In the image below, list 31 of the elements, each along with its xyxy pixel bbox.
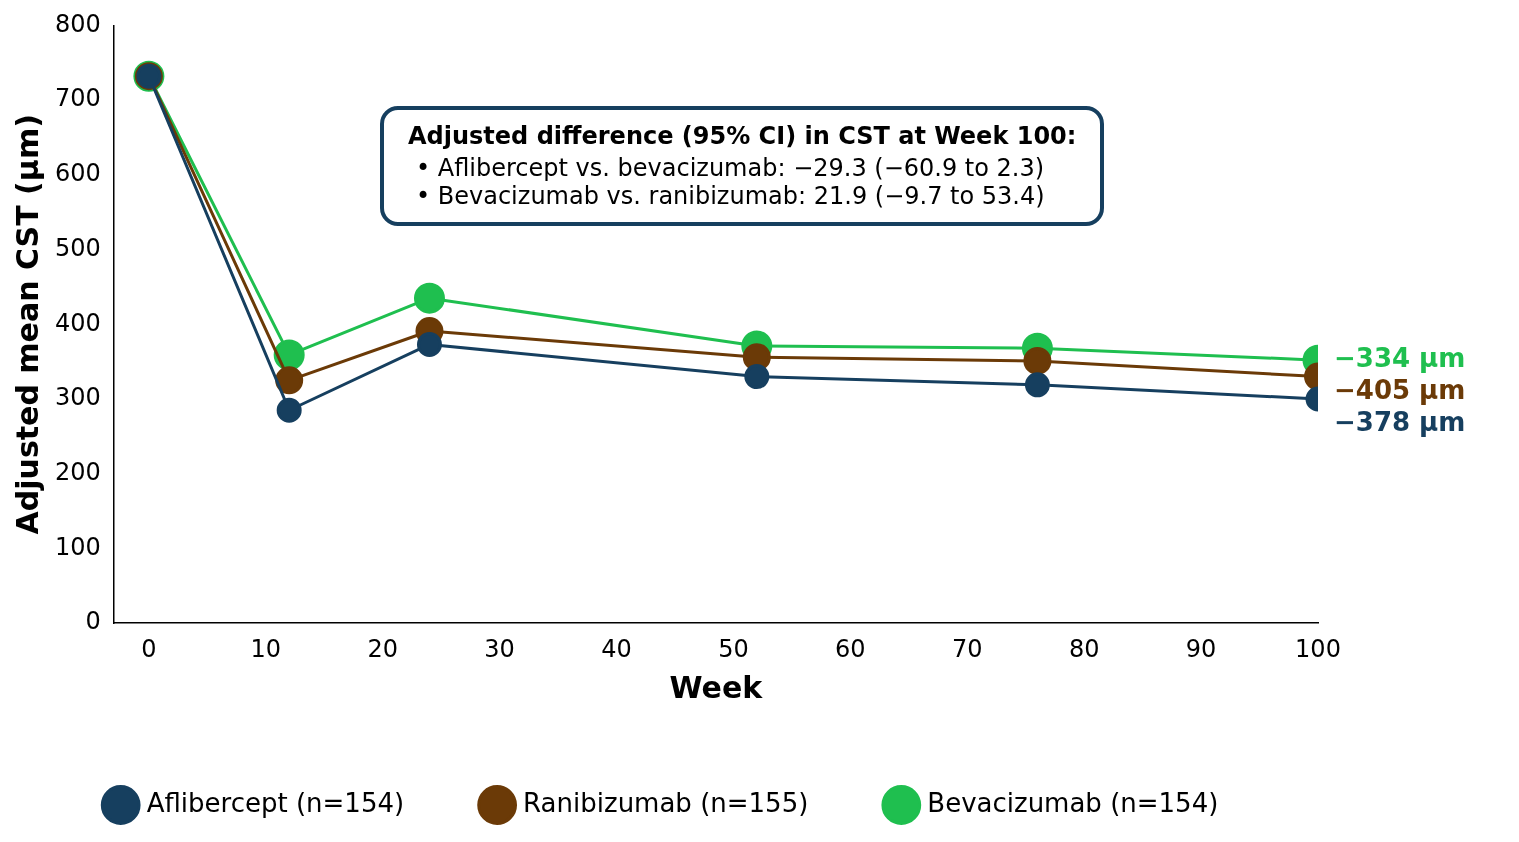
y-tick-label: 300 [55, 383, 101, 412]
y-tick-label: 400 [55, 308, 101, 337]
legend-label: Bevacizumab (n=154) [927, 787, 1219, 818]
text: −334 µm [1334, 342, 1466, 373]
x-tick-label: 0 [141, 634, 157, 663]
y-tick-label: 100 [55, 532, 101, 561]
x-tick-label: 60 [835, 634, 866, 663]
y-tick-label: 500 [55, 233, 101, 262]
x-tick-label: 50 [718, 634, 749, 663]
legend-label: Aflibercept (n=154) [146, 787, 405, 818]
annotation: • Bevacizumab vs. ranibizumab: 21.9 (−9.7 to 53.4) [415, 182, 1046, 210]
x-tick-label: 70 [951, 634, 983, 663]
y-tick-label: 200 [55, 457, 101, 486]
x-tick-label: 20 [367, 634, 398, 663]
x-axis-title: Week [669, 669, 764, 705]
x-tick-label: 100 [1295, 634, 1341, 663]
x-tick-label: 30 [484, 634, 515, 663]
y-tick-label: 700 [55, 84, 101, 113]
annotation: • Aflibercept vs. bevacizumab: −29.3 (−60.9 to 2.3) [415, 154, 1046, 182]
text: −405 µm [1334, 374, 1466, 405]
x-tick-label: 40 [601, 634, 632, 663]
x-tick-label: 10 [250, 634, 282, 663]
y-axis-title: Adjusted mean CST (µm) [9, 114, 45, 535]
legend-label: Ranibizumab (n=155) [523, 787, 809, 818]
y-tick-label: 800 [55, 9, 101, 38]
x-tick-label: 90 [1185, 634, 1217, 663]
x-tick-label: 80 [1068, 634, 1100, 663]
text: −378 µm [1334, 406, 1466, 437]
annotation: Adjusted difference (95% CI) in CST at Week 100: [408, 122, 1077, 150]
y-tick-label: 0 [85, 607, 101, 636]
y-tick-label: 600 [55, 159, 101, 188]
